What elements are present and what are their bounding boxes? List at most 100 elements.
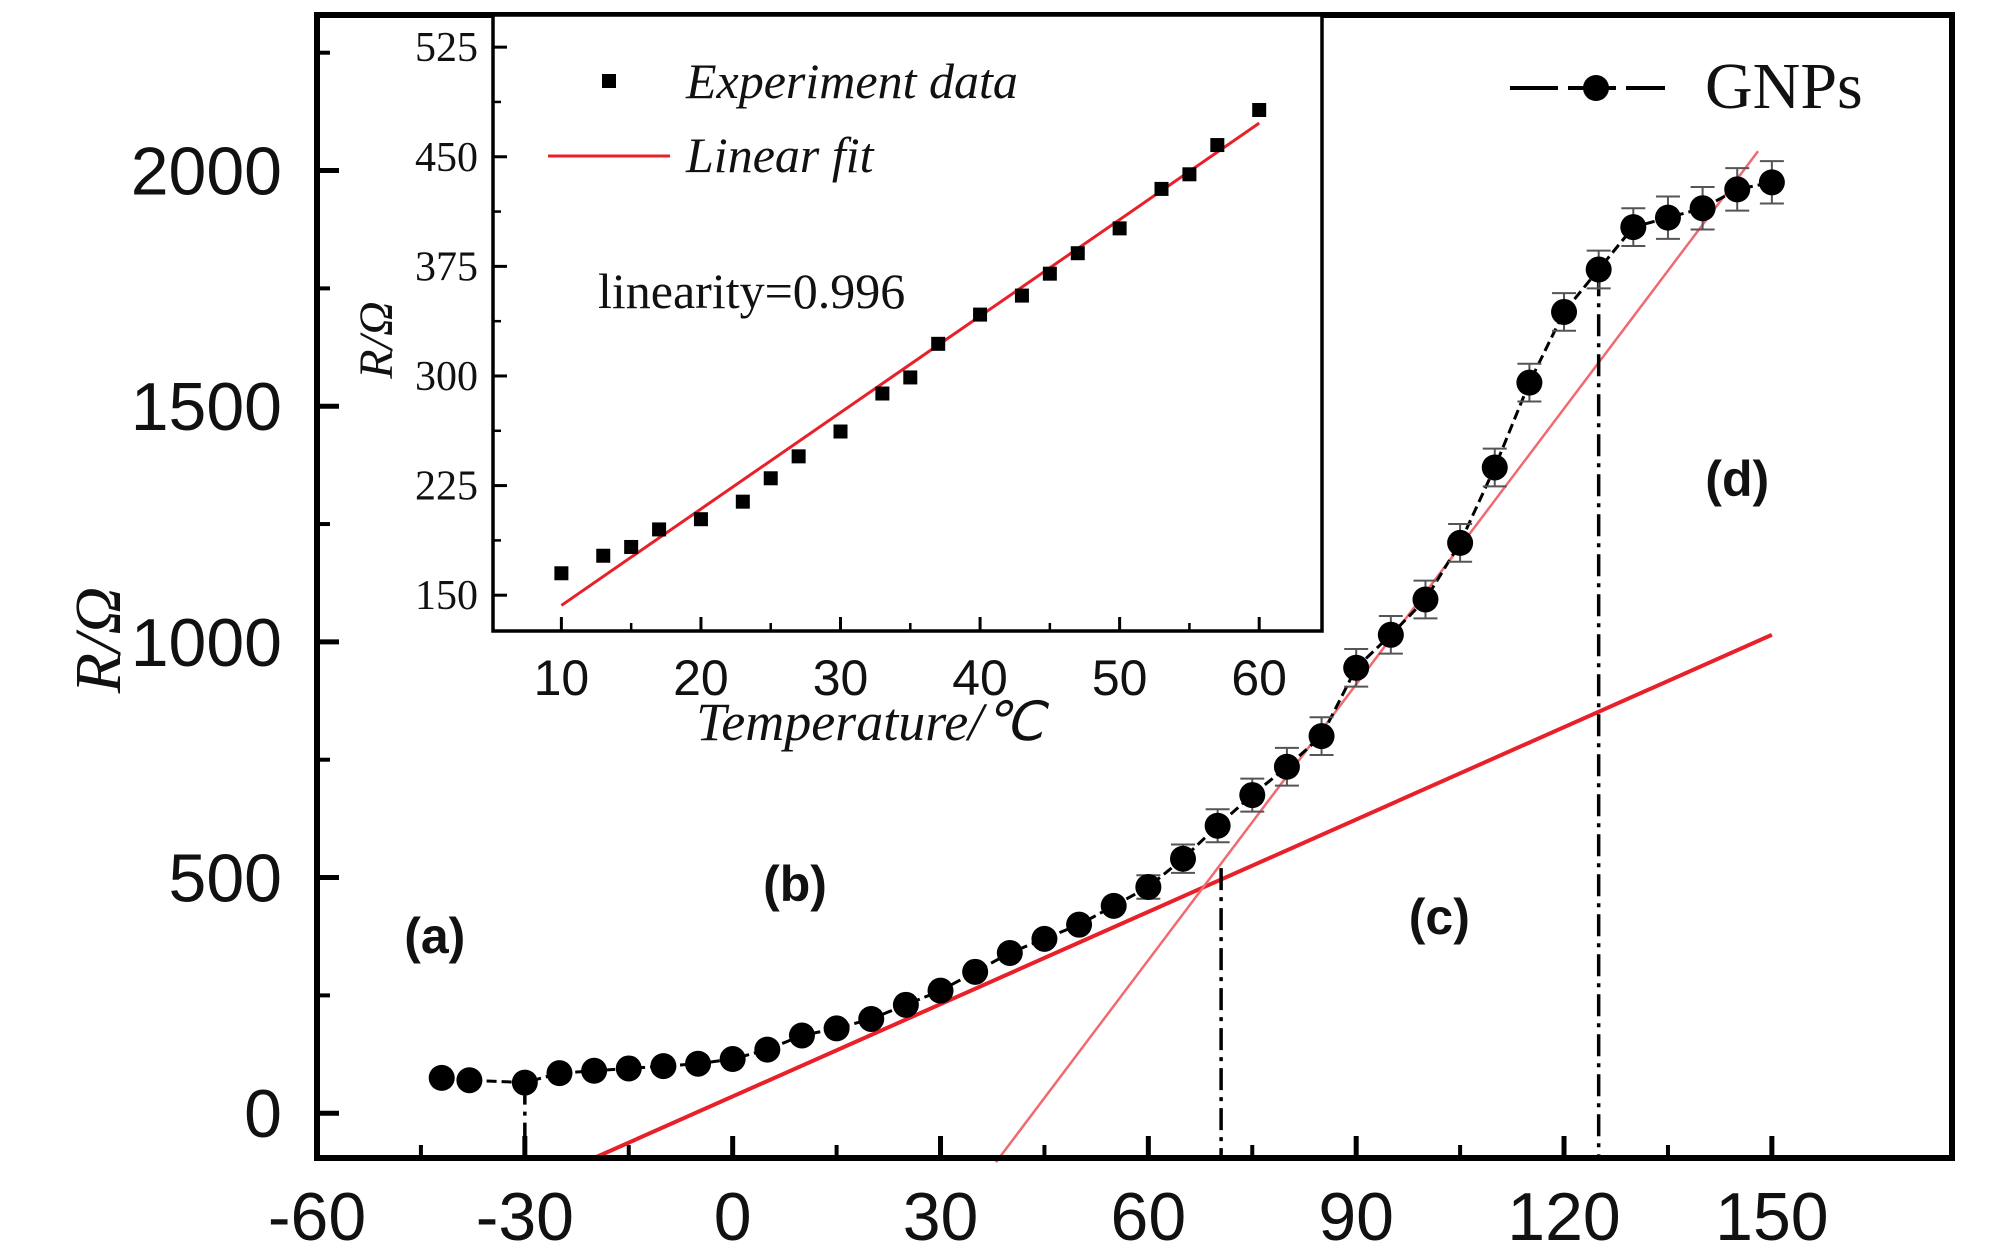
inset-data-point (1112, 221, 1127, 236)
data-point (615, 1055, 642, 1082)
data-point (511, 1069, 538, 1096)
data-point (685, 1050, 712, 1077)
data-point (1516, 369, 1543, 396)
y-tick-label: 0 (244, 1076, 282, 1152)
inset-data-point (875, 386, 890, 401)
data-point (650, 1053, 677, 1080)
inset-x-tick-label: 40 (952, 650, 1008, 706)
inset-y-axis-label: R/Ω (350, 301, 403, 379)
inset-y-tick-label: 525 (415, 25, 478, 71)
region-label: (a) (404, 908, 465, 964)
x-tick-label: 30 (903, 1179, 979, 1254)
inset-x-tick-label: 50 (1092, 650, 1148, 706)
inset-data-point (693, 512, 708, 527)
inset-legend-square-icon (602, 74, 616, 88)
data-point (1100, 892, 1127, 919)
data-point (428, 1064, 455, 1091)
x-tick-label: 150 (1715, 1179, 1828, 1254)
linearity-annotation: linearity=0.996 (598, 263, 905, 319)
data-point (1031, 925, 1058, 952)
data-point (1585, 256, 1612, 283)
inset-data-point (596, 548, 611, 563)
inset-y-tick-label: 225 (415, 464, 478, 510)
inset-y-tick-label: 300 (415, 354, 478, 400)
inset-data-point (973, 307, 988, 322)
data-point (1447, 529, 1474, 556)
x-tick-label: 120 (1507, 1179, 1620, 1254)
data-point (823, 1015, 850, 1042)
data-point (546, 1060, 573, 1087)
data-point (996, 939, 1023, 966)
inset-data-point (624, 539, 639, 554)
legend: GNPs (1510, 50, 1863, 123)
data-point (927, 977, 954, 1004)
data-point (1689, 195, 1716, 222)
x-tick-label: 60 (1111, 1179, 1187, 1254)
data-point (719, 1046, 746, 1073)
inset-y-tick-label: 150 (415, 573, 478, 619)
inset-data-point (735, 494, 750, 509)
data-point (1481, 454, 1508, 481)
data-point (1239, 782, 1266, 809)
data-point (962, 958, 989, 985)
data-point (1308, 723, 1335, 750)
data-point (1724, 176, 1751, 203)
inset-y-tick-label: 375 (415, 244, 478, 290)
inset-chart: 10 20 30 40 50 60 150 225 300 375 450 525 R/Ω Tempera… (350, 13, 1324, 752)
data-point (1135, 873, 1162, 900)
inset-data-point (1154, 181, 1169, 196)
inset-data-point (791, 449, 806, 464)
inset-data-point (1014, 288, 1029, 303)
inset-data-point (1070, 246, 1085, 261)
inset-legend-label: Experiment data (685, 53, 1018, 109)
inset-data-point (1252, 102, 1267, 117)
inset-background (493, 15, 1322, 631)
data-point (892, 991, 919, 1018)
data-point (1273, 753, 1300, 780)
inset-data-point (1210, 138, 1225, 153)
data-point (1204, 812, 1231, 839)
inset-legend-label: Linear fit (685, 127, 875, 183)
data-point (1654, 204, 1681, 231)
data-point (1343, 654, 1370, 681)
data-point (456, 1067, 483, 1094)
data-point (1551, 298, 1578, 325)
data-point (1169, 845, 1196, 872)
inset-data-point (1042, 266, 1057, 281)
legend-label: GNPs (1705, 50, 1863, 123)
inset-x-tick-label: 60 (1231, 650, 1287, 706)
data-point (1066, 911, 1093, 938)
region-label: (b) (763, 856, 827, 912)
inset-y-tick-label: 450 (415, 135, 478, 181)
y-tick-label: 2000 (131, 134, 282, 210)
inset-frame (491, 13, 1324, 633)
region-label: (d) (1705, 451, 1769, 507)
data-point (858, 1005, 885, 1032)
region-label: (c) (1409, 889, 1470, 945)
fit-line (593, 632, 1773, 1160)
inset-linear-fit-line (560, 121, 1261, 607)
legend-marker-icon (1583, 75, 1609, 101)
inset-data-point (931, 336, 946, 351)
inset-data-point (763, 471, 778, 486)
data-point (581, 1057, 608, 1084)
data-point (788, 1022, 815, 1049)
x-tick-label: -30 (476, 1179, 574, 1254)
data-point (1620, 214, 1647, 241)
fit-line (994, 150, 1760, 1163)
x-tick-label: 0 (714, 1179, 752, 1254)
inset-data-point (554, 566, 569, 581)
y-tick-label: 1500 (131, 369, 282, 445)
inset-x-tick-label: 20 (673, 650, 729, 706)
inset-x-axis-label: Temperature/℃ (696, 692, 1049, 752)
data-point (1758, 169, 1785, 196)
data-point (1412, 586, 1439, 613)
y-tick-label: 1000 (131, 605, 282, 681)
y-tick-label: 500 (169, 841, 282, 917)
inset-data-point (1182, 167, 1197, 182)
x-tick-label: -60 (268, 1179, 366, 1254)
x-tick-label: 90 (1318, 1179, 1394, 1254)
inset-data-point (903, 370, 918, 385)
data-point (754, 1036, 781, 1063)
inset-data-point (833, 424, 848, 439)
